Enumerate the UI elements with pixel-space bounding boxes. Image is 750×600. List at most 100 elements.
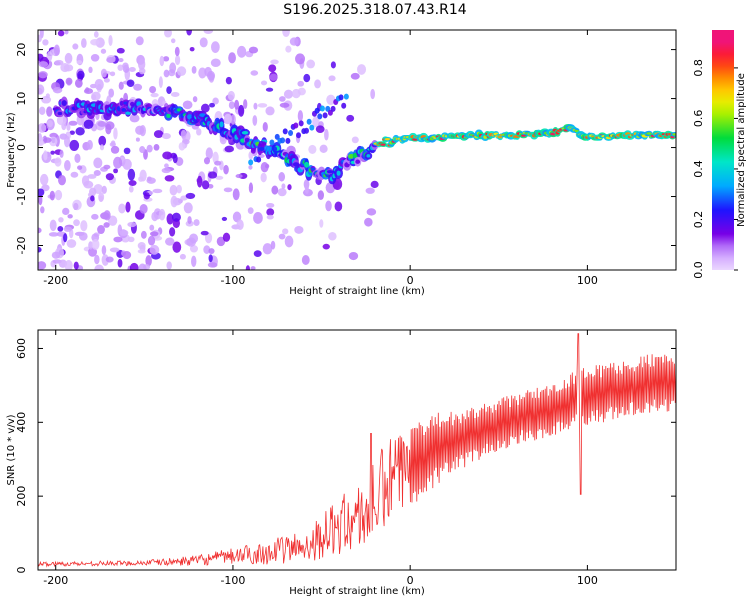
noise-blob <box>207 262 218 268</box>
noise-blob <box>174 54 181 66</box>
noise-blob <box>64 260 73 270</box>
noise-blob <box>203 30 213 35</box>
x-tick-label: 0 <box>407 274 414 287</box>
noise-blob <box>98 192 105 202</box>
noise-blob <box>214 160 222 166</box>
noise-blob <box>287 184 292 191</box>
noise-blob <box>125 201 131 213</box>
noise-blob <box>135 137 140 142</box>
noise-blob <box>103 78 110 83</box>
ridge-core <box>125 111 131 115</box>
noise-blob <box>228 101 235 110</box>
noise-blob <box>185 192 196 200</box>
noise-blob <box>236 219 244 231</box>
noise-blob <box>243 99 248 110</box>
noise-blob <box>158 208 166 221</box>
noise-blob <box>38 61 49 68</box>
noise-blob <box>138 176 144 182</box>
noise-blob <box>282 30 290 38</box>
noise-blob <box>122 62 129 69</box>
noise-blob <box>260 172 267 183</box>
noise-blob <box>38 194 43 206</box>
noise-blob <box>138 58 146 71</box>
noise-blob <box>87 174 97 179</box>
noise-blob <box>161 167 171 174</box>
noise-blob <box>63 226 73 232</box>
noise-blob <box>74 78 83 88</box>
noise-blob <box>351 136 359 144</box>
noise-blob <box>166 86 172 95</box>
noise-blob <box>128 185 134 193</box>
noise-blob <box>221 216 228 221</box>
noise-blob <box>45 93 50 99</box>
noise-blob <box>283 89 294 99</box>
noise-blob <box>90 38 100 46</box>
noise-blob <box>222 232 231 242</box>
secondary-blob <box>338 94 344 101</box>
noise-blob <box>189 233 199 244</box>
noise-blob <box>38 261 47 270</box>
noise-blob <box>105 173 114 181</box>
noise-blob <box>52 87 63 94</box>
noise-blob <box>166 213 174 225</box>
y-tick-label: 0 <box>15 567 28 574</box>
ridge-core <box>646 132 652 135</box>
noise-blob <box>201 180 210 190</box>
ridge-core <box>310 167 316 171</box>
noise-blob <box>266 202 275 208</box>
secondary-blob <box>319 105 325 112</box>
noise-blob <box>315 125 325 134</box>
noise-blob <box>94 79 104 91</box>
ridge-core <box>355 159 361 164</box>
noise-blob <box>117 64 124 71</box>
noise-blob <box>172 154 178 164</box>
noise-blob <box>262 121 268 132</box>
noise-blob <box>227 90 235 101</box>
noise-blob <box>129 114 140 123</box>
noise-blob <box>137 249 146 254</box>
secondary-blob <box>317 113 323 120</box>
noise-blob <box>127 236 135 243</box>
noise-blob <box>49 219 57 232</box>
noise-blob <box>101 185 107 194</box>
ridge-core <box>166 113 171 119</box>
noise-blob <box>72 199 82 211</box>
ridge-core <box>412 138 419 141</box>
noise-blob <box>308 144 317 154</box>
noise-blob <box>364 217 373 227</box>
noise-blob <box>228 52 236 64</box>
ridge-core <box>336 170 341 176</box>
noise-blob <box>162 56 170 62</box>
noise-blob <box>135 125 145 135</box>
noise-blob <box>73 219 80 227</box>
noise-blob <box>143 192 150 200</box>
noise-blob <box>81 175 90 187</box>
noise-blob <box>277 188 287 197</box>
noise-blob <box>350 72 360 80</box>
noise-blob <box>211 41 220 53</box>
noise-blob <box>153 143 160 151</box>
noise-blob <box>103 222 110 228</box>
noise-blob <box>149 224 155 231</box>
noise-blob <box>140 230 147 239</box>
noise-blob <box>224 145 235 153</box>
noise-blob <box>64 135 71 148</box>
noise-blob <box>88 66 93 74</box>
noise-blob <box>128 67 136 72</box>
y-axis-label: SNR (10 * v/v) <box>6 414 17 485</box>
noise-blob <box>73 261 79 270</box>
noise-blob <box>289 37 299 46</box>
noise-blob <box>46 120 53 128</box>
noise-blob <box>54 59 64 66</box>
noise-blob <box>109 247 120 253</box>
snr-line <box>37 333 677 568</box>
noise-blob <box>57 30 65 37</box>
noise-blob <box>100 48 107 54</box>
noise-blob <box>146 177 156 184</box>
noise-blob <box>260 80 268 86</box>
noise-blob <box>106 57 116 64</box>
secondary-blob <box>266 145 272 152</box>
noise-blob <box>38 246 42 253</box>
y-tick-label: -20 <box>15 237 28 255</box>
noise-blob <box>75 127 85 136</box>
